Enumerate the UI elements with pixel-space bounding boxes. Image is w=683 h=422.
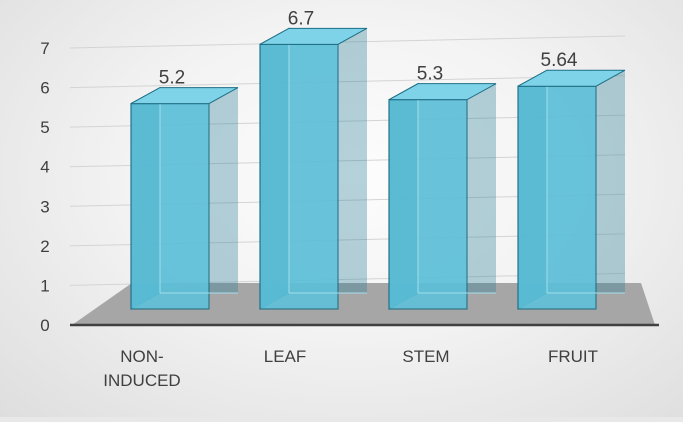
y-tick-label-3: 3 xyxy=(40,197,49,216)
bar-fruit xyxy=(517,69,626,310)
bar-top-face xyxy=(259,27,368,45)
x-tick-label: LEAF xyxy=(264,347,307,366)
bar-front-face xyxy=(259,43,339,310)
y-tick-label-5: 5 xyxy=(40,118,49,137)
data-label: 5.2 xyxy=(159,68,185,89)
data-label: 5.3 xyxy=(417,64,443,85)
y-tick-label-0: 0 xyxy=(40,316,49,335)
y-axis-tick-labels: 0 1 2 3 4 5 6 7 xyxy=(40,39,49,335)
bar-top-face xyxy=(517,69,626,87)
x-tick-label: STEM xyxy=(402,347,449,366)
bar-stem xyxy=(388,82,497,310)
data-label: 6.7 xyxy=(288,8,314,29)
gridline-7 xyxy=(69,35,626,49)
y-tick-label-7: 7 xyxy=(40,39,49,58)
y-tick-label-6: 6 xyxy=(40,79,49,98)
bar-front-face xyxy=(388,99,468,310)
x-tick-label: NON- xyxy=(120,347,163,366)
bar-leaf xyxy=(259,27,368,310)
bar-front-face xyxy=(517,85,597,310)
bar-top-face xyxy=(388,83,497,101)
bar-top-face xyxy=(130,87,239,105)
y-tick-label-1: 1 xyxy=(40,276,49,295)
gridline-6 xyxy=(69,75,626,89)
x-tick-label: INDUCED xyxy=(103,371,180,390)
bar-front-face xyxy=(130,102,210,310)
data-labels: 5.2 6.7 5.3 5.64 xyxy=(159,8,578,88)
data-label: 5.64 xyxy=(541,50,578,71)
x-axis-tick-labels: NON- INDUCED LEAF STEM FRUIT xyxy=(103,347,598,390)
bar-non-induced xyxy=(130,86,239,310)
y-tick-label-2: 2 xyxy=(40,237,49,256)
y-tick-label-4: 4 xyxy=(40,158,49,177)
bars xyxy=(130,27,626,310)
x-tick-label: FRUIT xyxy=(548,347,598,366)
